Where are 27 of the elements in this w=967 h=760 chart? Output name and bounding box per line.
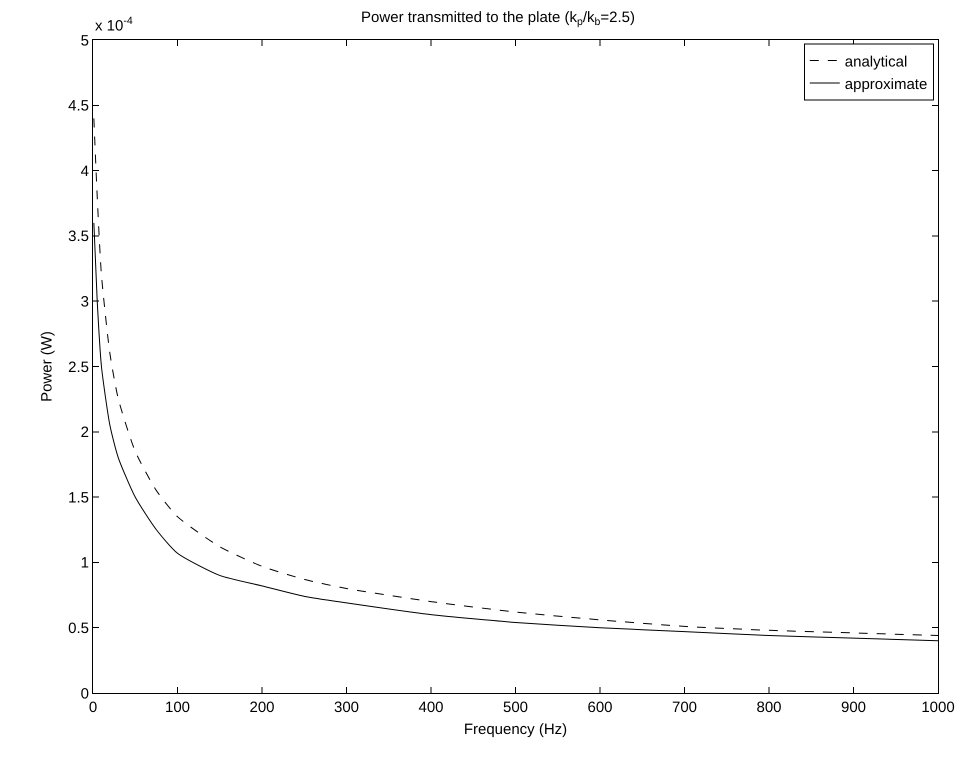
legend-label: approximate (844, 76, 928, 93)
y-tick-label: 5 (80, 32, 89, 50)
y-tick-label: 1 (80, 554, 89, 572)
x-tick-label: 700 (672, 699, 698, 716)
y-tick-label: 1.5 (68, 489, 89, 506)
y-tick-label: 2.5 (68, 358, 89, 376)
x-tick-label: 100 (164, 699, 190, 716)
y-tick-label: 2 (80, 424, 89, 442)
x-tick-label: 200 (249, 699, 275, 716)
legend-label: analytical (844, 53, 908, 70)
x-tick-label: 500 (502, 699, 528, 716)
x-tick-label: 800 (756, 699, 782, 716)
y-tick-label: 3 (80, 293, 89, 310)
y-tick-label: 0.5 (68, 620, 89, 637)
x-tick-label: 300 (334, 699, 360, 716)
y-tick-label: 3.5 (68, 228, 89, 246)
x-tick-label: 400 (418, 699, 444, 716)
chart-title: Power transmitted to the plate (k$_{p}$/k$_{b}$=2.5) (361, 8, 635, 28)
x-tick-label: 600 (587, 699, 613, 716)
y-tick-label: 4 (80, 162, 89, 180)
x-tick-label: 900 (840, 699, 866, 716)
text: x 10$^{-4}$ (95, 15, 133, 34)
x-axis-title: Frequency (Hz) (464, 721, 568, 738)
x-tick-label: 1000 (921, 699, 955, 716)
y-axis-title: Power (W) (38, 331, 56, 402)
y-tick-label: 0 (80, 685, 89, 702)
y-tick-label: 4.5 (68, 98, 89, 115)
